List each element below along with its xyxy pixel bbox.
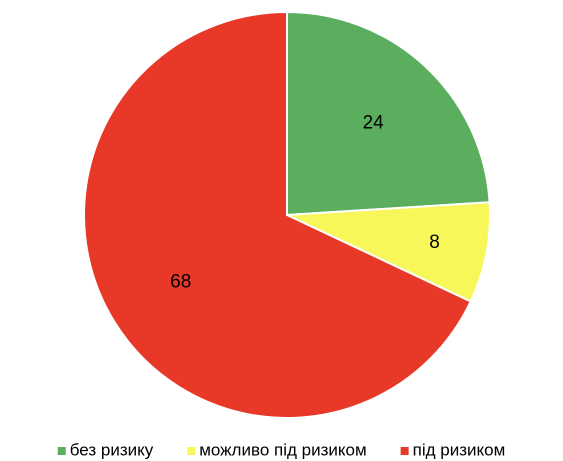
pie-slice	[83, 10, 473, 419]
legend-item: під ризиком	[400, 440, 506, 459]
legend-label: без ризику	[70, 440, 154, 459]
pie-slice	[286, 201, 491, 303]
legend-swatch	[57, 447, 66, 455]
slice-label: 24	[363, 112, 385, 133]
legend-label: можливо під ризиком	[199, 440, 366, 459]
legend-item: можливо під ризиком	[187, 440, 367, 459]
legend-swatch	[187, 447, 196, 455]
legend-item: без ризику	[57, 440, 154, 459]
legend-swatch	[400, 447, 409, 455]
slice-label: 68	[170, 271, 191, 292]
slice-label: 8	[429, 232, 440, 253]
legend-label: під ризиком	[413, 440, 506, 459]
pie-slice	[286, 10, 491, 217]
